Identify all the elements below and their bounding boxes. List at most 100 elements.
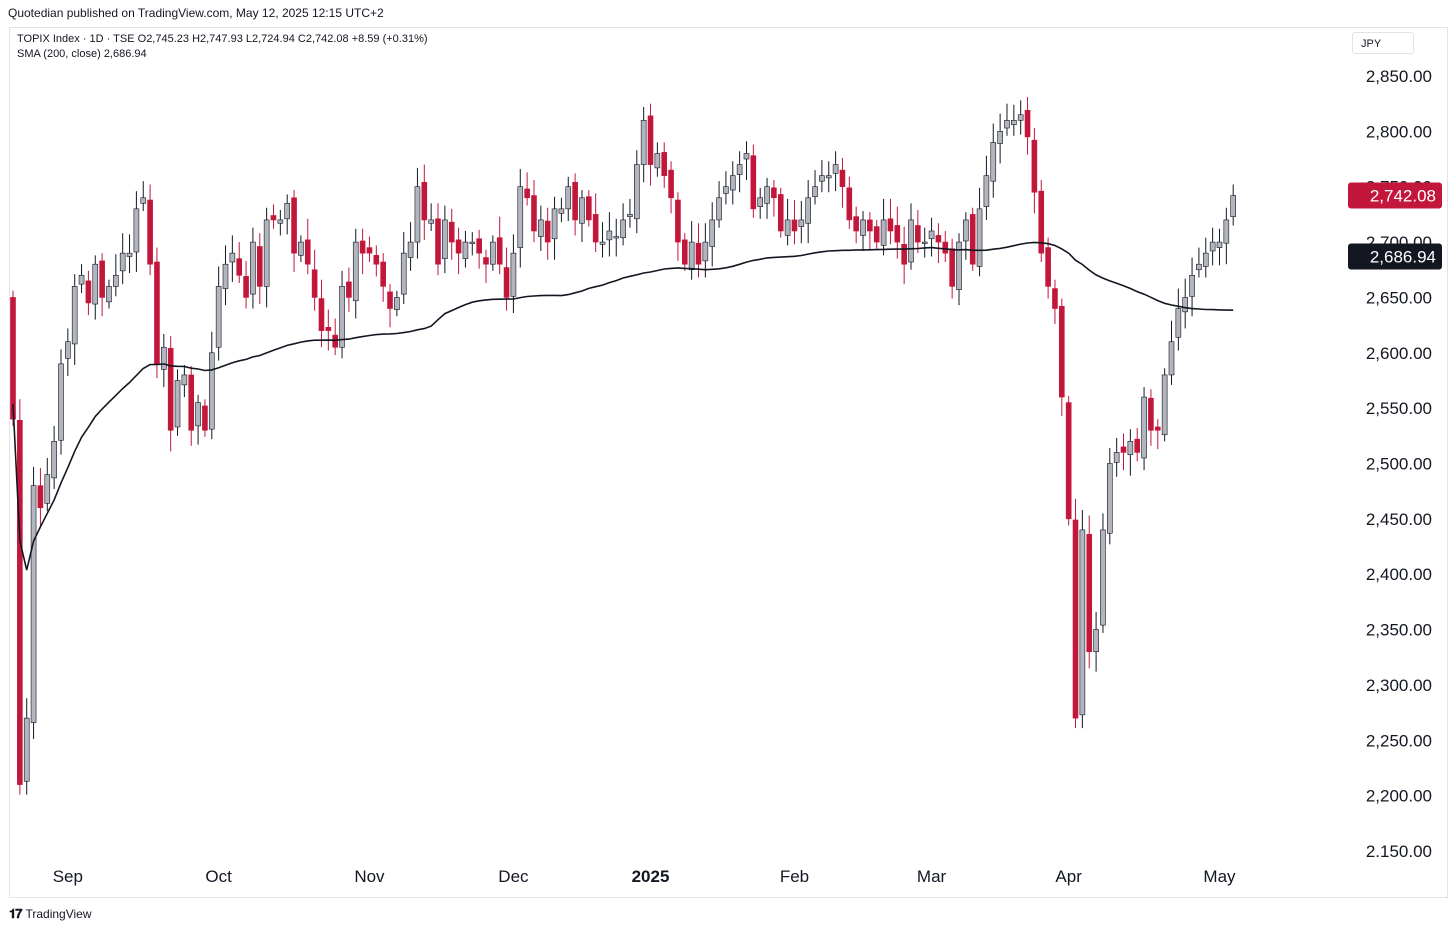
candle-body bbox=[462, 241, 469, 259]
candle-body bbox=[860, 219, 866, 236]
candle-body bbox=[332, 334, 338, 348]
candle-body bbox=[236, 258, 243, 276]
candle-body bbox=[956, 241, 962, 290]
candle-body bbox=[935, 235, 942, 243]
candle-body bbox=[723, 186, 729, 194]
candle-body bbox=[613, 236, 620, 239]
candle-body bbox=[586, 196, 592, 221]
candle-body bbox=[1093, 629, 1099, 653]
candle-body bbox=[606, 230, 613, 241]
candle-body bbox=[318, 298, 325, 331]
candle-body bbox=[37, 485, 44, 509]
x-tick-label: Feb bbox=[780, 867, 809, 886]
candle-body bbox=[359, 240, 366, 254]
x-tick-label: 2025 bbox=[632, 867, 670, 886]
y-tick-label: 2,450.00 bbox=[1366, 510, 1432, 529]
candle-body bbox=[263, 219, 270, 287]
candle-body bbox=[1202, 252, 1209, 267]
legend-symbol-line[interactable]: TOPIX Index · 1D · TSE O2,745.23 H2,747.… bbox=[17, 33, 428, 45]
candle-body bbox=[743, 153, 750, 160]
y-tick-label: 2,200.00 bbox=[1366, 787, 1432, 806]
candle-body bbox=[784, 219, 791, 236]
sma-value-label: 2,686.94 bbox=[1370, 248, 1436, 267]
candle-body bbox=[366, 247, 373, 254]
candle-body bbox=[846, 187, 853, 221]
candle-body bbox=[1168, 341, 1175, 376]
candle-body bbox=[1216, 241, 1223, 248]
candle-body bbox=[304, 239, 311, 265]
candle-body bbox=[1154, 426, 1161, 431]
candle-body bbox=[202, 405, 208, 431]
y-tick-label: 2,850.00 bbox=[1366, 67, 1432, 86]
candle-body bbox=[716, 197, 722, 221]
candle-body bbox=[44, 474, 51, 504]
candle-body bbox=[599, 241, 606, 245]
candle-body bbox=[346, 281, 352, 298]
candle-body bbox=[928, 230, 935, 240]
candle-body bbox=[476, 238, 482, 254]
candle-body bbox=[661, 152, 668, 176]
candle-body bbox=[1017, 114, 1024, 121]
candle-body bbox=[880, 219, 887, 246]
x-tick-label: Mar bbox=[917, 867, 947, 886]
chart-frame[interactable] bbox=[9, 27, 1448, 898]
candle-body bbox=[387, 291, 393, 309]
candle-body bbox=[757, 197, 763, 207]
candle-body bbox=[1107, 463, 1113, 534]
candle-body bbox=[1004, 119, 1010, 129]
candle-body bbox=[181, 374, 188, 386]
candle-body bbox=[976, 208, 983, 267]
candle-body bbox=[1086, 534, 1093, 653]
candle-body bbox=[1079, 529, 1086, 716]
sma-label-bg bbox=[1348, 243, 1442, 270]
candle-body bbox=[517, 186, 524, 248]
candle-body bbox=[490, 241, 496, 265]
candle-body bbox=[428, 219, 434, 224]
candle-body bbox=[414, 186, 421, 243]
candle-body bbox=[771, 187, 777, 199]
candle-body bbox=[71, 286, 78, 345]
candle-body bbox=[640, 119, 647, 165]
publisher-line: Quotedian published on TradingView.com, … bbox=[8, 6, 384, 20]
candle-body bbox=[208, 352, 215, 430]
candle-body bbox=[1024, 110, 1031, 138]
candle-body bbox=[291, 197, 297, 254]
candle-body bbox=[647, 115, 654, 165]
y-tick-label: 2,350.00 bbox=[1366, 621, 1432, 640]
candle-body bbox=[85, 280, 92, 304]
candle-body bbox=[551, 208, 558, 240]
currency-selector[interactable]: JPY bbox=[1352, 32, 1414, 54]
footer-label: TradingView bbox=[25, 907, 92, 921]
sma-200-line bbox=[12, 241, 1234, 571]
candle-body bbox=[311, 269, 318, 298]
candle-body bbox=[154, 261, 160, 365]
candle-body bbox=[215, 286, 222, 348]
candle-body bbox=[270, 215, 277, 221]
candle-body bbox=[565, 186, 572, 210]
candle-body bbox=[1038, 190, 1045, 254]
candle-body bbox=[1065, 402, 1072, 520]
y-tick-label: 2,300.00 bbox=[1366, 676, 1432, 695]
legend-sma-line[interactable]: SMA (200, close) 2,686.94 bbox=[17, 48, 147, 60]
y-tick-label: 2,550.00 bbox=[1366, 399, 1432, 418]
candle-body bbox=[1223, 219, 1230, 244]
footer-brand: 𝟏𝟕 TradingView bbox=[9, 906, 92, 922]
candle-body bbox=[524, 188, 530, 199]
candle-body bbox=[17, 420, 23, 785]
candle-body bbox=[126, 252, 133, 257]
candle-body bbox=[1045, 247, 1051, 287]
candle-body bbox=[839, 169, 846, 188]
candle-body bbox=[1161, 374, 1168, 436]
candle-body bbox=[668, 169, 674, 199]
candle-body bbox=[421, 181, 428, 221]
candle-body bbox=[791, 219, 798, 232]
candle-body bbox=[688, 241, 695, 271]
candle-body bbox=[250, 241, 256, 295]
candle-body bbox=[23, 717, 30, 782]
candle-body bbox=[805, 197, 811, 224]
candle-body bbox=[819, 175, 825, 182]
candle-body bbox=[174, 380, 181, 428]
candle-body bbox=[161, 346, 167, 370]
x-tick-label: May bbox=[1203, 867, 1236, 886]
